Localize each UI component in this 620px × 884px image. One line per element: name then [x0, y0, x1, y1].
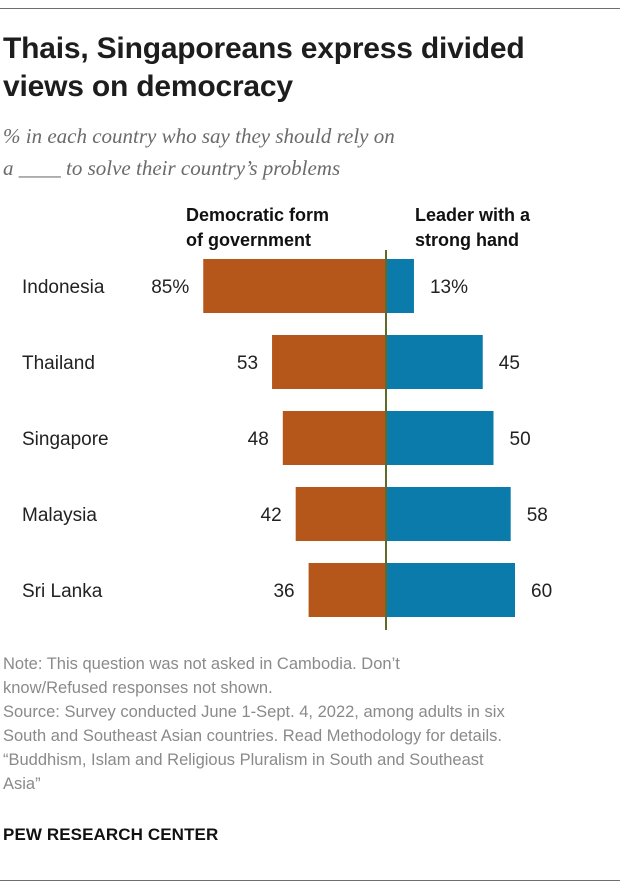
legend-strong-leader: Leader with a strong hand: [415, 203, 530, 253]
value-label-democratic: 85%: [151, 277, 189, 298]
value-label-strong-leader: 45: [499, 353, 520, 374]
value-label-democratic: 48: [248, 429, 269, 450]
bar-strong-leader: [386, 411, 494, 465]
bar-strong-leader: [386, 259, 414, 313]
legend-democratic-line-2: of government: [186, 230, 312, 250]
source-line-2: South and Southeast Asian countries. Rea…: [3, 727, 502, 745]
brand-logo-text: PEW RESEARCH CENTER: [3, 825, 219, 844]
category-label: Sri Lanka: [22, 581, 103, 602]
value-label-strong-leader: 58: [527, 505, 548, 526]
value-label-strong-leader: 60: [531, 581, 552, 602]
bar-democratic: [272, 335, 386, 389]
legend-democratic: Democratic form of government: [186, 203, 329, 253]
category-label: Indonesia: [22, 277, 105, 298]
note-line-1: Note: This question was not asked in Cam…: [3, 655, 400, 673]
bar-strong-leader: [386, 335, 483, 389]
source-line-4: Asia”: [3, 775, 41, 793]
legend-strong-leader-line-1: Leader with a: [415, 205, 531, 225]
diverging-bar-chart: Indonesia 85% 13% Thailand 53 45 Singapore 48 50…: [22, 250, 552, 630]
source-line-3: “Buddhism, Islam and Religious Pluralism…: [3, 751, 484, 769]
top-rule: [0, 8, 620, 9]
footnote: Note: This question was not asked in Cam…: [3, 652, 618, 796]
legend-strong-leader-line-2: strong hand: [415, 230, 519, 250]
note-line-2: know/Refused responses not shown.: [3, 679, 273, 697]
bar-strong-leader: [386, 563, 515, 617]
value-label-democratic: 42: [261, 505, 282, 526]
value-label-strong-leader: 13%: [430, 277, 468, 298]
legend-democratic-line-1: Democratic form: [186, 205, 330, 225]
value-label-strong-leader: 50: [510, 429, 531, 450]
subtitle-line-2: a ____ to solve their country’s problems: [3, 156, 341, 180]
bar-democratic: [295, 487, 386, 541]
category-label: Thailand: [22, 353, 95, 374]
value-label-democratic: 36: [273, 581, 294, 602]
chart-title: Thais, Singaporeans express divided view…: [3, 32, 525, 103]
category-label: Malaysia: [22, 505, 97, 526]
bar-democratic: [308, 563, 386, 617]
category-label: Singapore: [22, 429, 109, 450]
value-label-democratic: 53: [237, 353, 258, 374]
subtitle-line-1: % in each country who say they should re…: [3, 124, 395, 148]
chart-subtitle: % in each country who say they should re…: [3, 120, 603, 184]
bar-democratic: [282, 411, 386, 465]
bar-strong-leader: [386, 487, 511, 541]
bar-democratic: [203, 259, 386, 313]
bottom-rule: [0, 880, 620, 881]
source-line-1: Source: Survey conducted June 1-Sept. 4,…: [3, 703, 505, 721]
